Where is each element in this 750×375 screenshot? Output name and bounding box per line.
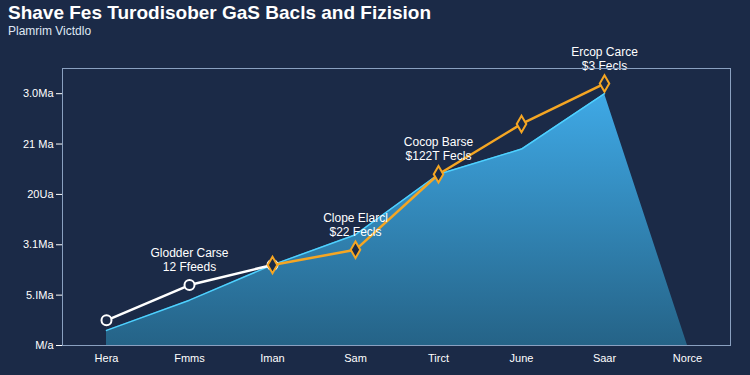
svg-text:Iman: Iman: [260, 352, 284, 364]
html-text:$3 Fecls: $3 Fecls: [581, 58, 628, 73]
svg-text:3.1Ma: 3.1Ma: [23, 238, 54, 250]
svg-text:Clope Elarcl$22 Fecls: Clope Elarcl$22 Fecls: [323, 211, 388, 239]
svg-text:June: June: [510, 352, 534, 364]
svg-text:Saar: Saar: [593, 352, 617, 364]
html-text:Shave Fes Turodisober GaS Bacl: Shave Fes Turodisober GaS Bacls and Fizi…: [8, 2, 431, 23]
svg-text:Fmms: Fmms: [174, 352, 205, 364]
svg-text:5.IMa: 5.IMa: [26, 289, 54, 301]
svg-text:Tirct: Tirct: [428, 352, 449, 364]
svg-text:Sam: Sam: [344, 352, 367, 364]
html-text:Ercop Carce: Ercop Carce: [571, 44, 638, 59]
svg-text:Cocop Barse$122T Fecls: Cocop Barse$122T Fecls: [404, 135, 474, 163]
svg-text:Norce: Norce: [673, 352, 702, 364]
svg-text:M/a: M/a: [35, 339, 54, 351]
svg-text:3.0Ma: 3.0Ma: [23, 87, 54, 99]
svg-text:Glodder Carse12 Ffeeds: Glodder Carse12 Ffeeds: [150, 246, 228, 274]
svg-text:Hera: Hera: [95, 352, 120, 364]
svg-text:21 Ma: 21 Ma: [23, 138, 54, 150]
html-text:Plamrim Victdlo: Plamrim Victdlo: [8, 24, 92, 38]
svg-text:20Ua: 20Ua: [27, 188, 54, 200]
